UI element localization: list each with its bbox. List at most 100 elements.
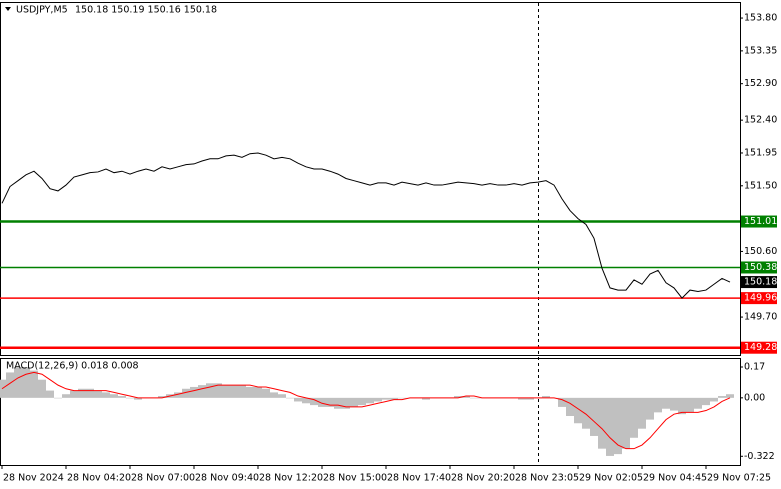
macd-bar xyxy=(46,390,54,398)
macd-bar xyxy=(286,397,294,399)
macd-bar xyxy=(294,397,302,402)
x-tick-label: 28 Nov 23:05 xyxy=(515,473,579,484)
x-tick-label: 28 Nov 2024 xyxy=(3,473,64,484)
macd-bar xyxy=(462,396,470,398)
macd-bar xyxy=(518,397,526,400)
x-tick-label: 28 Nov 07:00 xyxy=(131,473,195,484)
macd-bar xyxy=(654,397,662,413)
macd-bar xyxy=(374,397,382,402)
macd-bar xyxy=(422,397,430,400)
macd-bar xyxy=(310,397,318,406)
macd-bar xyxy=(158,396,166,398)
macd-bar xyxy=(710,397,718,402)
macd-bar xyxy=(278,394,286,398)
level-label: 150.38 xyxy=(744,262,777,273)
macd-bar xyxy=(214,383,222,398)
macd-bar xyxy=(134,397,142,400)
macd-panel xyxy=(0,358,741,466)
macd-bar xyxy=(574,397,582,424)
macd-bar xyxy=(222,385,230,398)
x-tick-label: 28 Nov 20:20 xyxy=(451,473,515,484)
level-label-box xyxy=(741,341,777,354)
macd-bar xyxy=(126,397,134,399)
macd-bar xyxy=(606,397,614,456)
y-tick-label: 0.00 xyxy=(744,392,765,403)
macd-bar xyxy=(542,396,550,398)
macd-bar xyxy=(470,397,478,399)
level-label-box xyxy=(741,261,777,274)
macd-bar xyxy=(246,386,254,398)
macd-bar xyxy=(78,388,86,398)
macd-bar xyxy=(30,370,38,398)
x-tick-label: 29 Nov 02:05 xyxy=(579,473,643,484)
macd-bar xyxy=(38,379,46,398)
macd-bar xyxy=(638,397,646,429)
macd-bar xyxy=(366,397,374,404)
macd-bar xyxy=(358,397,366,406)
y-tick-label: 153.80 xyxy=(744,13,777,24)
y-tick-label: -0.322 xyxy=(744,451,775,462)
level-label-box xyxy=(741,292,777,305)
macd-bar xyxy=(526,397,534,400)
price-line xyxy=(1,152,731,299)
x-tick-label: 28 Nov 12:20 xyxy=(259,473,323,484)
signal-line xyxy=(1,371,731,450)
macd-bar xyxy=(254,386,262,398)
macd-bar xyxy=(670,397,678,411)
macd-bar xyxy=(390,397,398,400)
level-label: 149.28 xyxy=(744,342,777,353)
macd-bar xyxy=(0,379,6,398)
macd-bar xyxy=(14,366,22,398)
y-tick-label: 151.50 xyxy=(744,180,777,191)
macd-title: MACD(12,26,9) 0.018 0.008 xyxy=(6,361,139,372)
macd-bar xyxy=(182,388,190,398)
macd-bar xyxy=(118,396,126,398)
x-tick-label: 28 Nov 17:40 xyxy=(387,473,451,484)
current-price-box xyxy=(741,276,777,289)
macd-bar xyxy=(718,396,726,398)
y-tick-label: 152.40 xyxy=(744,115,777,126)
current-price-label: 150.18 xyxy=(744,277,777,288)
macd-bar xyxy=(598,397,606,449)
macd-bar xyxy=(326,397,334,407)
main-panel xyxy=(0,2,741,356)
ohlc: 150.18 150.19 150.16 150.18 xyxy=(75,5,217,16)
x-tick-label: 28 Nov 04:20 xyxy=(67,473,131,484)
x-tick-label: 29 Nov 07:25 xyxy=(707,473,771,484)
symbol: USDJPY,M5 xyxy=(16,5,68,16)
macd-bar xyxy=(262,388,270,398)
symbol-arrow xyxy=(5,7,11,11)
macd-bar xyxy=(6,372,14,398)
macd-bar xyxy=(302,397,310,404)
macd-bar xyxy=(678,397,686,415)
macd-bar xyxy=(54,397,62,399)
macd-bar xyxy=(174,392,182,398)
macd-bar xyxy=(686,397,694,413)
macd-bar xyxy=(382,397,390,400)
macd-bar xyxy=(206,383,214,398)
macd-bar xyxy=(238,385,246,398)
macd-bar xyxy=(318,397,326,407)
y-tick-label: 151.95 xyxy=(744,147,777,158)
macd-bar xyxy=(702,397,710,406)
macd-bar xyxy=(582,397,590,429)
macd-bar xyxy=(630,397,638,438)
macd-bar xyxy=(454,396,462,398)
macd-bar xyxy=(22,366,30,398)
x-tick-label: 28 Nov 09:40 xyxy=(195,473,259,484)
level-label-box xyxy=(741,215,777,228)
macd-bar xyxy=(86,388,94,398)
y-tick-label: 150.60 xyxy=(744,246,777,257)
macd-bar xyxy=(726,394,734,398)
y-tick-label: 0.17 xyxy=(744,361,765,372)
macd-bar xyxy=(694,397,702,409)
macd-bar xyxy=(70,390,78,398)
macd-bar xyxy=(662,397,670,409)
macd-bar xyxy=(646,397,654,420)
macd-bar xyxy=(398,397,406,399)
y-tick-label: 152.90 xyxy=(744,78,777,89)
macd-bar xyxy=(62,394,70,398)
x-tick-label: 28 Nov 15:00 xyxy=(323,473,387,484)
y-tick-label: 153.35 xyxy=(744,45,777,56)
